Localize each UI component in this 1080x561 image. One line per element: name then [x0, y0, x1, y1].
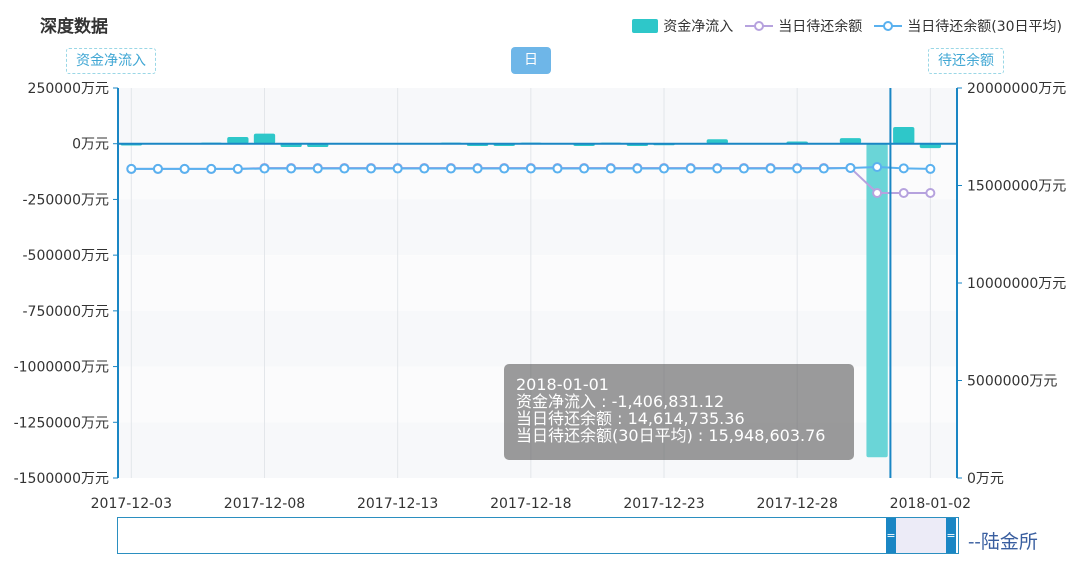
tooltip-net-inflow: 资金净流入 : -1,406,831.12 [516, 392, 725, 411]
y-left-tick-label: -750000万元 [23, 304, 110, 320]
series-point [818, 163, 829, 174]
data-zoom-left-handle[interactable]: = [886, 518, 896, 553]
series-point [579, 163, 590, 174]
series-point [738, 163, 749, 174]
series-point [765, 163, 776, 174]
x-tick-label: 2017-12-03 [91, 496, 172, 512]
series-point [232, 163, 243, 174]
bar [919, 143, 942, 149]
series-point [206, 163, 217, 174]
x-tick-label: 2017-12-28 [757, 496, 838, 512]
series-point [419, 163, 430, 174]
series-point [685, 163, 696, 174]
series-point [126, 163, 137, 174]
left-axis-name: 资金净流入 [66, 48, 156, 74]
legend: 资金净流入 当日待还余额 当日待还余额(30日平均) [632, 16, 1062, 36]
y-left-tick-label: -250000万元 [23, 192, 110, 208]
legend-label: 当日待还余额(30日平均) [907, 19, 1062, 35]
grid-band [118, 255, 957, 311]
series-point [286, 163, 297, 174]
legend-item-balance[interactable]: 当日待还余额 [745, 16, 862, 36]
legend-item-net-inflow[interactable]: 资金净流入 [632, 16, 733, 36]
series-point [179, 163, 190, 174]
series-point [872, 162, 883, 173]
y-right-tick-label: 10000000万元 [967, 276, 1066, 292]
page-title: 深度数据 [40, 17, 108, 37]
data-zoom-window[interactable] [887, 518, 948, 553]
bar [253, 133, 276, 144]
series-point [525, 163, 536, 174]
y-left-tick-label: -500000万元 [23, 248, 110, 264]
right-axis-name: 待还余额 [928, 48, 1004, 74]
series-point [845, 162, 856, 173]
legend-label: 当日待还余额 [778, 19, 863, 35]
legend-label: 资金净流入 [663, 19, 734, 35]
series-point [605, 163, 616, 174]
series-point [152, 163, 163, 174]
series-point [925, 188, 936, 199]
y-right-tick-label: 20000000万元 [967, 81, 1066, 97]
x-tick-label: 2017-12-08 [224, 496, 305, 512]
series-point [898, 188, 909, 199]
grid-band [118, 88, 957, 144]
series-point [872, 188, 883, 199]
bar [866, 143, 888, 458]
series-point [499, 163, 510, 174]
y-left-tick-label: -1000000万元 [14, 360, 109, 376]
grid-band [118, 199, 957, 256]
legend-bar-swatch [632, 19, 659, 33]
series-point [792, 163, 803, 174]
series-point [312, 163, 323, 174]
x-tick-label: 2017-12-13 [357, 496, 438, 512]
bar [706, 139, 728, 144]
day-button[interactable]: 日 [511, 47, 551, 74]
legend-line-swatch [874, 21, 903, 31]
y-right-tick-label: 5000000万元 [967, 374, 1057, 390]
series-point [632, 163, 643, 174]
y-left-tick-label: 0万元 [72, 137, 109, 153]
watermark: --陆金所 [968, 531, 1038, 553]
data-zoom-slider[interactable]: = = [117, 517, 959, 554]
x-tick-label: 2017-12-23 [623, 496, 704, 512]
x-tick-label: 2017-12-18 [490, 496, 571, 512]
series-point [445, 163, 456, 174]
tooltip-date: 2018-01-01 [516, 375, 609, 394]
legend-item-balance-avg[interactable]: 当日待还余额(30日平均) [874, 16, 1062, 36]
data-zoom-right-handle[interactable]: = [946, 518, 956, 553]
legend-line-swatch [745, 21, 774, 31]
y-left-tick-label: -1500000万元 [14, 471, 109, 487]
y-right-tick-label: 0万元 [967, 471, 1004, 487]
series-point [259, 163, 270, 174]
series-point [339, 163, 350, 174]
bar [227, 137, 249, 144]
y-left-tick-label: -1250000万元 [14, 415, 109, 431]
series-point [659, 163, 670, 174]
series-point [472, 163, 483, 174]
grid-band [118, 310, 957, 367]
series-point [552, 163, 563, 174]
y-right-tick-label: 15000000万元 [967, 179, 1066, 195]
tooltip: 2018-01-01 资金净流入 : -1,406,831.12 当日待还余额 … [504, 364, 854, 460]
x-tick-label: 2018-01-02 [890, 496, 971, 512]
series-point [366, 163, 377, 174]
grid-band [118, 143, 957, 200]
series-point [898, 163, 909, 174]
tooltip-balance: 当日待还余额 : 14,614,735.36 [516, 409, 745, 428]
series-point [925, 163, 936, 174]
bar [839, 138, 862, 144]
series-point [392, 163, 403, 174]
y-left-tick-label: 250000万元 [28, 81, 109, 97]
bar [893, 127, 915, 144]
tooltip-balance-avg: 当日待还余额(30日平均) : 15,948,603.76 [516, 426, 826, 445]
series-point [712, 163, 723, 174]
